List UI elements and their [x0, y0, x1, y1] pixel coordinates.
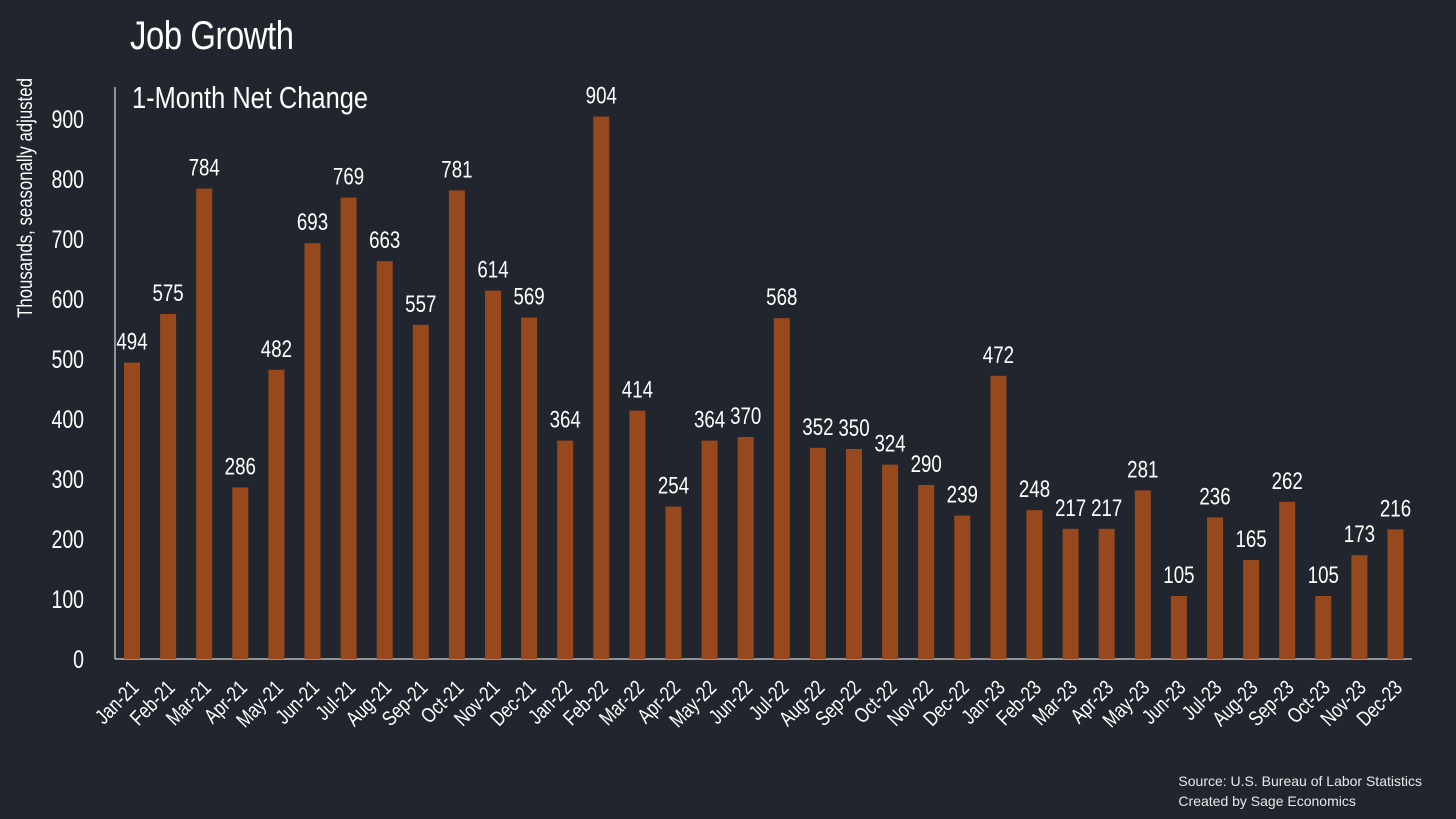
- data-label: 414: [622, 376, 653, 403]
- bar: [412, 324, 429, 659]
- bar: [304, 243, 321, 659]
- data-label: 324: [874, 430, 905, 457]
- bar: [448, 190, 465, 659]
- data-label: 165: [1235, 526, 1266, 553]
- data-label: 105: [1308, 562, 1339, 589]
- y-tick-label: 400: [51, 406, 84, 434]
- bar: [196, 188, 213, 659]
- y-tick-label: 900: [51, 106, 84, 134]
- source-text: Source: U.S. Bureau of Labor Statistics: [1178, 773, 1422, 789]
- data-label: 364: [550, 406, 581, 433]
- data-label: 236: [1199, 483, 1230, 510]
- data-label: 370: [730, 403, 761, 430]
- y-tick-label: 0: [73, 646, 84, 674]
- data-label: 568: [766, 284, 797, 311]
- bar: [882, 464, 899, 659]
- data-label: 217: [1055, 495, 1086, 522]
- data-label: 286: [225, 453, 256, 480]
- chart-subtitle: 1-Month Net Change: [132, 80, 368, 115]
- bar: [1207, 517, 1223, 659]
- y-tick-label: 700: [51, 226, 84, 254]
- bar: [846, 449, 862, 659]
- data-label: 693: [297, 209, 328, 236]
- bar: [1279, 501, 1296, 659]
- data-label: 105: [1163, 562, 1194, 589]
- bar: [701, 440, 718, 659]
- bar: [1062, 528, 1079, 659]
- y-tick-label: 300: [51, 466, 84, 494]
- data-label: 216: [1380, 495, 1411, 522]
- bar: [1026, 510, 1043, 659]
- data-label: 262: [1272, 468, 1303, 495]
- data-label: 472: [983, 342, 1014, 369]
- data-label: 173: [1344, 521, 1375, 548]
- bar: [629, 410, 646, 659]
- bar: [340, 197, 357, 659]
- data-label: 614: [477, 256, 508, 283]
- data-label: 290: [911, 451, 942, 478]
- bar: [557, 440, 574, 659]
- bar: [1351, 555, 1368, 659]
- data-label: 254: [658, 472, 689, 499]
- bar: [376, 261, 393, 659]
- data-label: 575: [152, 280, 183, 307]
- data-label: 350: [838, 415, 869, 442]
- bar: [1243, 560, 1260, 659]
- bar: [990, 375, 1007, 659]
- data-label: 248: [1019, 476, 1050, 503]
- bar: [485, 290, 501, 659]
- bar: [773, 318, 790, 659]
- data-label: 239: [947, 481, 978, 508]
- bar: [809, 447, 826, 659]
- data-label: 557: [405, 291, 436, 318]
- data-label: 364: [694, 406, 725, 433]
- data-label: 494: [116, 328, 147, 355]
- bar: [593, 116, 610, 660]
- bar: [737, 437, 754, 659]
- bar: [1315, 596, 1332, 659]
- bar: [124, 362, 140, 659]
- y-tick-label: 800: [51, 166, 84, 194]
- y-tick-label: 100: [51, 586, 84, 614]
- data-label: 217: [1091, 495, 1122, 522]
- bar: [954, 515, 971, 659]
- data-label: 663: [369, 227, 400, 254]
- bar: [1387, 529, 1404, 659]
- data-label: 482: [261, 336, 292, 363]
- bar: [918, 485, 935, 659]
- y-axis-title: Thousands, seasonally adjusted: [14, 78, 37, 318]
- data-label: 569: [513, 283, 544, 310]
- data-label: 781: [441, 156, 472, 183]
- data-label: 904: [586, 82, 617, 109]
- bar: [521, 317, 538, 659]
- bar: [1170, 596, 1187, 659]
- bar: [1098, 528, 1115, 659]
- data-label: 769: [333, 163, 364, 190]
- y-tick-label: 600: [51, 286, 84, 314]
- bar: [665, 506, 682, 659]
- bar: [1134, 490, 1151, 659]
- data-label: 784: [189, 154, 220, 181]
- y-tick-label: 500: [51, 346, 84, 374]
- y-tick-label: 200: [51, 526, 84, 554]
- bar: [232, 487, 249, 659]
- data-label: 281: [1127, 456, 1158, 483]
- chart-title: Job Growth: [130, 14, 294, 58]
- credit-text: Created by Sage Economics: [1178, 793, 1356, 809]
- source-note: Source: U.S. Bureau of Labor Statistics …: [1178, 771, 1422, 811]
- bar: [160, 314, 177, 659]
- bar: [268, 369, 285, 659]
- data-label: 352: [802, 414, 833, 441]
